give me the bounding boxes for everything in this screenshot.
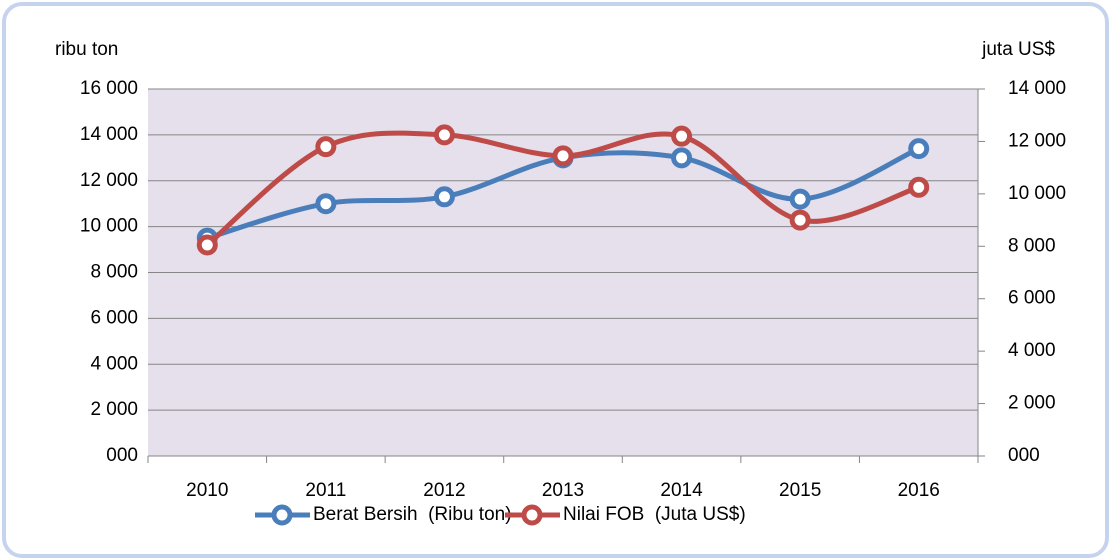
y-tick-label: 8 000 — [90, 262, 138, 283]
legend-label: Berat Bersih (Ribu ton) — [313, 504, 512, 525]
marker — [789, 209, 811, 231]
x-tick-label: 2015 — [779, 480, 821, 501]
marker — [433, 186, 455, 208]
y2-tick-label: 12 000 — [1008, 130, 1066, 151]
marker — [789, 188, 811, 210]
y2-tick-label: 6 000 — [1008, 288, 1056, 309]
y2-axis-title: juta US$ — [981, 39, 1055, 60]
y2-tick-label: 000 — [1008, 445, 1040, 466]
x-tick-label: 2011 — [305, 480, 346, 501]
y2-tick-label: 4 000 — [1008, 340, 1056, 361]
y-axis-title: ribu ton — [55, 39, 118, 60]
y2-tick-label: 2 000 — [1008, 393, 1056, 414]
marker — [671, 125, 693, 147]
x-tick-label: 2012 — [423, 480, 465, 501]
marker — [196, 234, 218, 256]
y2-tick-label: 14 000 — [1008, 78, 1066, 99]
y2-tick-label: 10 000 — [1008, 183, 1066, 204]
marker — [315, 193, 337, 215]
marker — [433, 124, 455, 146]
y-tick-label: 000 — [106, 445, 138, 466]
legend-marker — [271, 504, 293, 526]
x-tick-label: 2016 — [898, 480, 940, 501]
marker — [671, 147, 693, 169]
y-tick-label: 4 000 — [90, 353, 138, 374]
x-tick-label: 2013 — [542, 480, 584, 501]
legend-marker — [521, 504, 543, 526]
marker — [908, 176, 930, 198]
y-tick-label: 12 000 — [80, 170, 138, 191]
marker — [315, 136, 337, 158]
marker — [908, 138, 930, 160]
y-tick-label: 10 000 — [80, 216, 138, 237]
y-tick-label: 14 000 — [80, 124, 138, 145]
y-tick-label: 2 000 — [90, 399, 138, 420]
x-tick-label: 2014 — [660, 480, 703, 501]
y-tick-label: 6 000 — [90, 307, 138, 328]
x-tick-label: 2010 — [186, 480, 228, 501]
y-tick-label: 16 000 — [80, 78, 138, 99]
y2-tick-label: 8 000 — [1008, 235, 1056, 256]
marker — [552, 145, 574, 167]
legend-label: Nilai FOB (Juta US$) — [563, 504, 746, 525]
